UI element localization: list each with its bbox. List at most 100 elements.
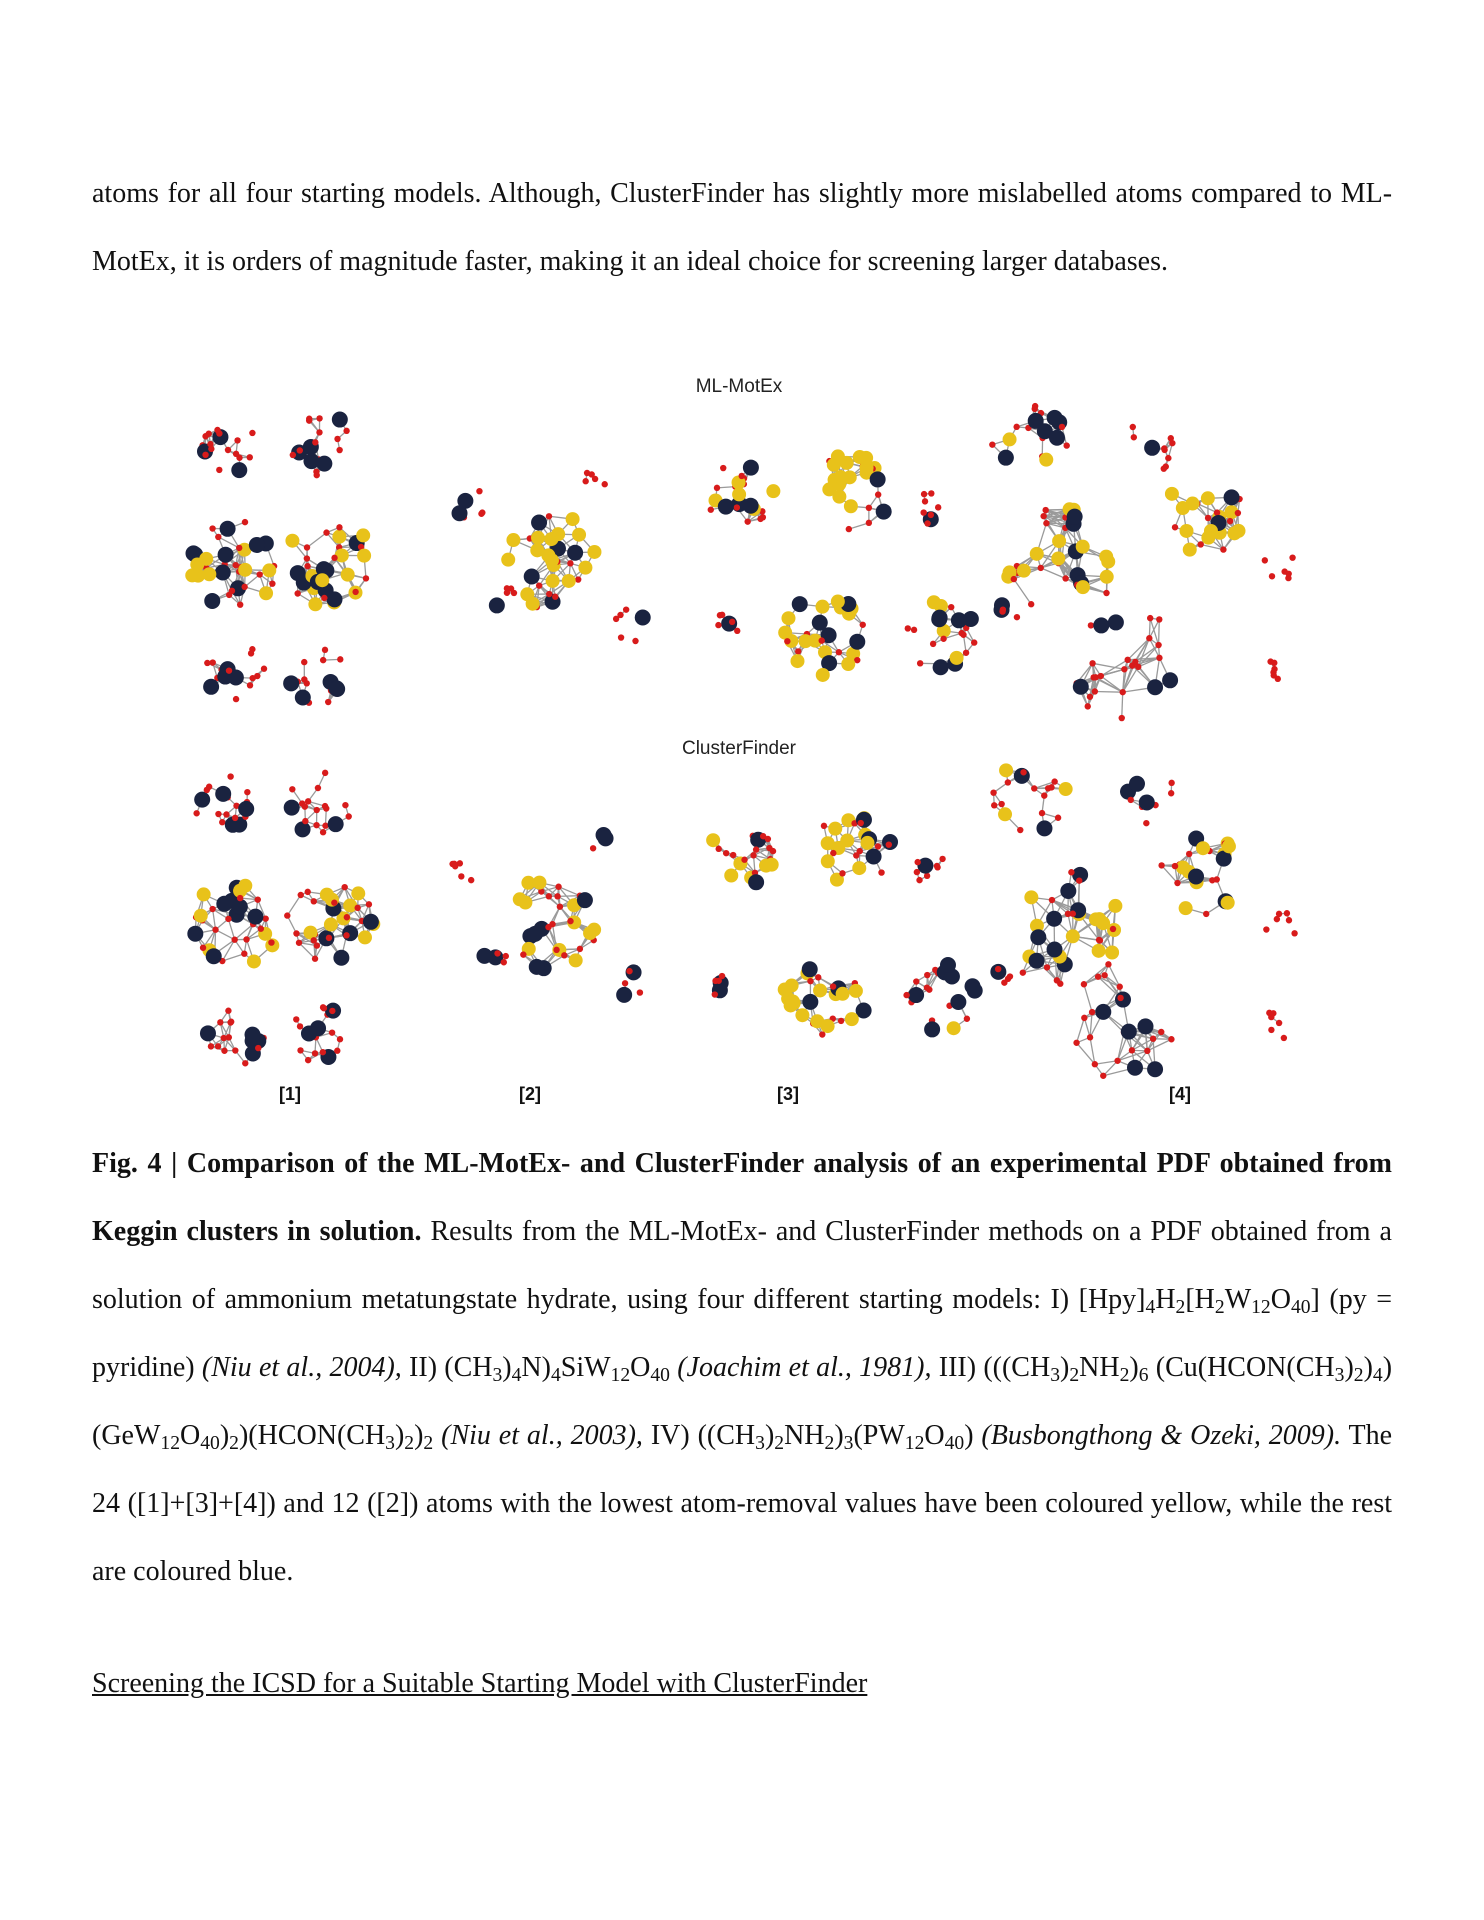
- caption-title: Fig. 4 | Comparison of the ML-MotEx- and…: [92, 1148, 1392, 1247]
- oxygen-atom: [874, 491, 882, 498]
- tungsten-atom-yellow: [521, 875, 536, 890]
- tungsten-atom-blue: [216, 895, 233, 912]
- oxygen-atom: [1124, 656, 1131, 664]
- tungsten-atom-blue: [283, 675, 300, 692]
- oxygen-atom: [552, 593, 559, 600]
- oxygen-atom: [960, 631, 967, 638]
- oxygen-atom: [214, 426, 221, 434]
- oxygen-atom: [1038, 809, 1046, 817]
- oxygen-atom: [1097, 672, 1105, 680]
- oxygen-atom: [321, 594, 328, 602]
- oxygen-atom: [556, 903, 564, 910]
- tungsten-atom-blue: [1030, 929, 1047, 946]
- tungsten-atom-blue: [1072, 866, 1089, 883]
- oxygen-atom: [235, 544, 243, 552]
- tungsten-atom-blue: [950, 994, 967, 1011]
- oxygen-atom: [1031, 785, 1038, 792]
- oxygen-atom: [262, 915, 269, 922]
- oxygen-atom: [205, 783, 213, 790]
- oxygen-atom: [1146, 635, 1153, 642]
- tungsten-atom-yellow: [1051, 551, 1066, 566]
- tungsten-atom-yellow: [1200, 491, 1215, 506]
- tungsten-atom-blue: [527, 925, 544, 942]
- oxygen-atom: [319, 1048, 327, 1056]
- tungsten-atom-blue: [1036, 423, 1053, 440]
- oxygen-atom: [249, 674, 256, 682]
- citation-busbongthong-2009: (Busbongthong & Ozeki, 2009).: [981, 1420, 1342, 1451]
- tungsten-atom-blue: [488, 597, 505, 614]
- tungsten-atom-yellow: [1182, 542, 1197, 557]
- oxygen-atom: [224, 446, 232, 454]
- oxygen-atom: [1040, 512, 1047, 520]
- oxygen-atom: [313, 942, 321, 949]
- tungsten-atom-blue: [528, 958, 545, 975]
- oxygen-atom: [1143, 819, 1150, 827]
- intro-line-1: atoms for all four starting models. Alth…: [92, 178, 1332, 209]
- oxygen-atom: [242, 1060, 249, 1067]
- tungsten-atom-blue: [820, 627, 837, 644]
- tungsten-atom-blue: [194, 791, 211, 808]
- tungsten-atom-yellow: [561, 573, 576, 588]
- oxygen-atom: [921, 498, 929, 505]
- oxygen-atom: [1086, 1034, 1094, 1041]
- oxygen-atom: [304, 798, 312, 805]
- oxygen-atom: [1048, 896, 1056, 904]
- tungsten-atom-yellow: [1221, 839, 1236, 854]
- oxygen-atom: [546, 590, 553, 598]
- oxygen-atom: [807, 977, 814, 985]
- tungsten-atom-blue: [1027, 412, 1044, 429]
- oxygen-atom: [914, 858, 921, 866]
- oxygen-atom: [1084, 703, 1091, 710]
- oxygen-atom: [1086, 693, 1094, 700]
- tungsten-atom-yellow: [844, 1012, 859, 1027]
- oxygen-atom: [535, 582, 543, 589]
- oxygen-atom: [1043, 964, 1051, 971]
- tungsten-atom-blue: [247, 908, 264, 925]
- oxygen-atom: [991, 802, 998, 809]
- oxygen-atom: [232, 695, 240, 703]
- oxygen-atom: [302, 817, 309, 825]
- tungsten-atom-blue: [1048, 429, 1065, 446]
- oxygen-atom: [328, 1029, 336, 1036]
- oxygen-atom: [924, 971, 931, 979]
- tungsten-atom-yellow: [340, 567, 355, 582]
- oxygen-atom: [452, 863, 459, 870]
- oxygen-atom: [1289, 554, 1296, 561]
- tungsten-atom-blue: [329, 681, 346, 698]
- oxygen-atom: [1234, 509, 1242, 517]
- oxygen-atom: [296, 1023, 304, 1030]
- oxygen-atom: [1268, 1026, 1275, 1034]
- oxygen-atom: [718, 972, 726, 980]
- oxygen-atom: [769, 847, 777, 855]
- oxygen-atom: [228, 587, 236, 595]
- oxygen-atom: [1160, 465, 1167, 472]
- oxygen-atom: [1091, 688, 1099, 695]
- citation-joachim-1981: (Joachim et al., 1981),: [677, 1352, 932, 1383]
- oxygen-atom: [1127, 796, 1134, 804]
- tungsten-atom-blue: [742, 459, 759, 476]
- tungsten-atom-blue: [227, 669, 244, 686]
- oxygen-atom: [260, 665, 268, 672]
- tungsten-atom-yellow: [813, 983, 828, 998]
- tungsten-atom-yellow: [512, 892, 527, 907]
- tungsten-atom-yellow: [949, 650, 964, 665]
- oxygen-atom: [1209, 877, 1216, 884]
- oxygen-atom: [1096, 937, 1104, 944]
- oxygen-atom: [1100, 1072, 1107, 1079]
- tungsten-atom-yellow: [766, 484, 781, 499]
- oxygen-atom: [1149, 1035, 1157, 1042]
- oxygen-atom: [722, 849, 730, 857]
- oxygen-atom: [297, 891, 304, 899]
- oxygen-atom: [343, 932, 350, 939]
- oxygen-atom: [923, 984, 931, 991]
- oxygen-atom: [913, 978, 920, 985]
- oxygen-atom: [316, 415, 323, 422]
- tungsten-atom-blue: [849, 633, 866, 650]
- atom-structure-panels: [185, 402, 1298, 1079]
- oxygen-atom: [1171, 862, 1179, 870]
- tungsten-atom-blue: [932, 659, 949, 676]
- tungsten-atom-yellow: [506, 533, 521, 548]
- oxygen-atom: [1054, 814, 1062, 821]
- oxygen-atom: [323, 805, 330, 812]
- oxygen-atom: [336, 524, 343, 531]
